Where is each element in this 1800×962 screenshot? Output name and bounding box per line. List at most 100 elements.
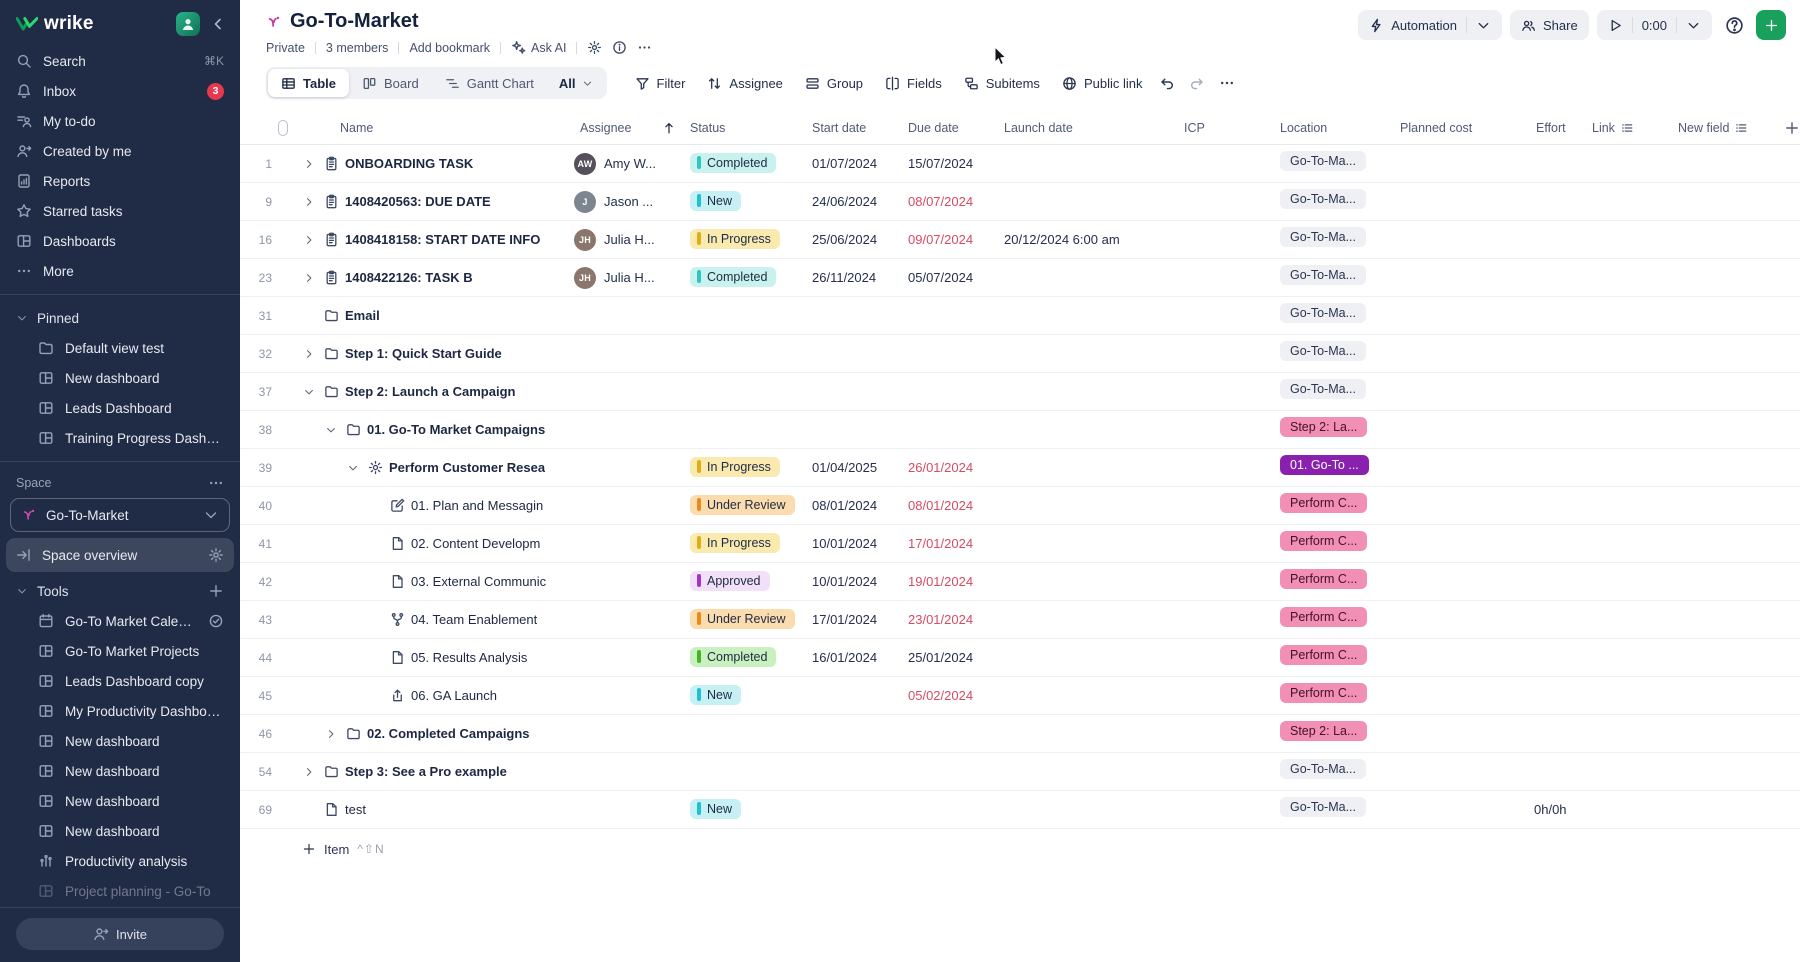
table-row[interactable]: 38 01. Go-To Market Campaigns Step 2: La…	[240, 411, 1800, 449]
table-row[interactable]: 46 02. Completed Campaigns Step 2: La...	[240, 715, 1800, 753]
space-selector[interactable]: Go-To-Market	[10, 498, 230, 532]
sidebar-item-leads-dashboard-copy[interactable]: Leads Dashboard copy	[0, 666, 240, 696]
group-button[interactable]: Group	[795, 68, 873, 98]
sidebar-item-new-dashboard[interactable]: New dashboard	[0, 786, 240, 816]
sidebar-item-search[interactable]: Search ⌘K	[0, 46, 240, 76]
status-cell[interactable]: New	[680, 190, 802, 213]
gear-icon[interactable]	[587, 40, 602, 55]
expand-toggle[interactable]	[364, 647, 386, 669]
status-cell[interactable]: In Progress	[680, 456, 802, 479]
start-date-cell[interactable]: 08/01/2024	[812, 498, 878, 513]
sidebar-item-my-productivity-dashboa[interactable]: My Productivity Dashboa...	[0, 696, 240, 726]
status-cell[interactable]: Completed	[680, 152, 802, 175]
sidebar-item-reports[interactable]: Reports	[0, 166, 240, 196]
column-header-due-date[interactable]: Due date	[908, 120, 959, 135]
expand-icon[interactable]	[298, 153, 320, 175]
due-date-cell[interactable]: 26/01/2024	[908, 460, 974, 475]
filter-button[interactable]: Filter	[625, 68, 696, 98]
location-cell[interactable]: Perform C...	[1270, 607, 1390, 632]
sidebar-item-go-to-market-calendar[interactable]: Go-To Market Calendar	[0, 606, 240, 636]
assignee-cell[interactable]: J Jason ...	[570, 190, 680, 213]
add-column-icon[interactable]	[1784, 120, 1800, 136]
table-row[interactable]: 69 test New Go-To-Ma... 0h/0h	[240, 791, 1800, 829]
table-row[interactable]: 23 1408422126: TASK B JH Julia H... Compl…	[240, 259, 1800, 297]
due-date-cell[interactable]: 25/01/2024	[908, 650, 974, 665]
column-header-planned-cost[interactable]: Planned cost	[1400, 120, 1473, 135]
table-row[interactable]: 41 02. Content Developm In Progress 10/0…	[240, 525, 1800, 563]
expand-toggle[interactable]	[298, 799, 320, 821]
toolbar-more-button[interactable]	[1212, 68, 1242, 98]
due-date-cell[interactable]: 23/01/2024	[908, 612, 974, 627]
pinned-section-header[interactable]: Pinned	[0, 303, 240, 333]
expand-toggle[interactable]	[364, 495, 386, 517]
fields-button[interactable]: Fields	[875, 68, 952, 98]
assignee-button[interactable]: Assignee	[697, 68, 792, 98]
effort-cell[interactable]: 0h/0h	[1534, 802, 1567, 817]
collapse-icon[interactable]	[342, 457, 364, 479]
status-cell[interactable]: In Progress	[680, 532, 802, 555]
column-header-new-field[interactable]: New field	[1668, 121, 1774, 135]
expand-icon[interactable]	[298, 267, 320, 289]
table-row[interactable]: 31 Email Go-To-Ma...	[240, 297, 1800, 335]
tab-board[interactable]: Board	[349, 69, 432, 97]
scope-dropdown[interactable]: All	[547, 76, 605, 91]
sidebar-item-new-dashboard[interactable]: New dashboard	[0, 726, 240, 756]
sort-ascending-icon[interactable]	[662, 121, 676, 135]
add-bookmark-link[interactable]: Add bookmark	[409, 40, 491, 55]
sidebar-collapse-icon[interactable]	[210, 16, 226, 32]
location-cell[interactable]: Perform C...	[1270, 531, 1390, 556]
public-link-button[interactable]: Public link	[1052, 68, 1153, 98]
due-date-cell[interactable]: 09/07/2024	[908, 232, 974, 247]
due-date-cell[interactable]: 08/07/2024	[908, 194, 974, 209]
tab-table[interactable]: Table	[268, 69, 349, 97]
status-cell[interactable]: Approved	[680, 570, 802, 593]
expand-toggle[interactable]	[298, 305, 320, 327]
members-count[interactable]: 3 members	[325, 40, 389, 55]
location-cell[interactable]: Perform C...	[1270, 683, 1390, 708]
start-date-cell[interactable]: 24/06/2024	[812, 194, 878, 209]
sidebar-item-space-overview[interactable]: Space overview	[6, 538, 234, 572]
location-cell[interactable]: Step 2: La...	[1270, 721, 1390, 746]
due-date-cell[interactable]: 19/01/2024	[908, 574, 974, 589]
due-date-cell[interactable]: 15/07/2024	[908, 156, 974, 171]
column-header-status[interactable]: Status	[690, 120, 726, 135]
due-date-cell[interactable]: 08/01/2024	[908, 498, 974, 513]
column-header-location[interactable]: Location	[1280, 120, 1328, 135]
more-options-icon[interactable]	[637, 40, 652, 55]
location-cell[interactable]: Perform C...	[1270, 645, 1390, 670]
start-date-cell[interactable]: 16/01/2024	[812, 650, 878, 665]
status-cell[interactable]: Completed	[680, 266, 802, 289]
start-date-cell[interactable]: 25/06/2024	[812, 232, 878, 247]
sidebar-item-starred-tasks[interactable]: Starred tasks	[0, 196, 240, 226]
expand-icon[interactable]	[298, 343, 320, 365]
launch-date-cell[interactable]: 20/12/2024 6:00 am	[1004, 232, 1120, 247]
sidebar-item-created-by-me[interactable]: Created by me	[0, 136, 240, 166]
automation-button[interactable]: Automation	[1358, 10, 1502, 40]
expand-icon[interactable]	[298, 229, 320, 251]
table-row[interactable]: 42 03. External Communic Approved 10/01/…	[240, 563, 1800, 601]
invite-button[interactable]: Invite	[16, 918, 224, 950]
sidebar-item-new-dashboard[interactable]: New dashboard	[0, 363, 240, 393]
table-row[interactable]: 1 ONBOARDING TASK AW Amy W... Completed 0…	[240, 145, 1800, 183]
expand-toggle[interactable]	[364, 571, 386, 593]
sidebar-item-project-planning-go-to[interactable]: Project planning - Go-To	[0, 876, 240, 906]
status-cell[interactable]: Completed	[680, 646, 802, 669]
share-button[interactable]: Share	[1509, 10, 1589, 40]
expand-toggle[interactable]	[364, 685, 386, 707]
column-header-assignee[interactable]: Assignee	[570, 121, 680, 135]
sidebar-item-new-dashboard[interactable]: New dashboard	[0, 816, 240, 846]
create-new-button[interactable]	[1756, 10, 1786, 40]
start-date-cell[interactable]: 01/07/2024	[812, 156, 878, 171]
expand-icon[interactable]	[298, 191, 320, 213]
table-row[interactable]: 43 04. Team Enablement Under Review 17/0…	[240, 601, 1800, 639]
expand-toggle[interactable]	[364, 609, 386, 631]
start-date-cell[interactable]: 26/11/2024	[812, 270, 877, 285]
location-cell[interactable]: Step 2: La...	[1270, 417, 1390, 442]
subitems-button[interactable]: Subitems	[954, 68, 1050, 98]
table-row[interactable]: 40 01. Plan and Messagin Under Review 08…	[240, 487, 1800, 525]
location-cell[interactable]: Go-To-Ma...	[1270, 379, 1390, 404]
status-cell[interactable]: New	[680, 684, 802, 707]
column-header-icp[interactable]: ICP	[1184, 120, 1205, 135]
expand-toggle[interactable]	[364, 533, 386, 555]
location-cell[interactable]: Go-To-Ma...	[1270, 303, 1390, 328]
